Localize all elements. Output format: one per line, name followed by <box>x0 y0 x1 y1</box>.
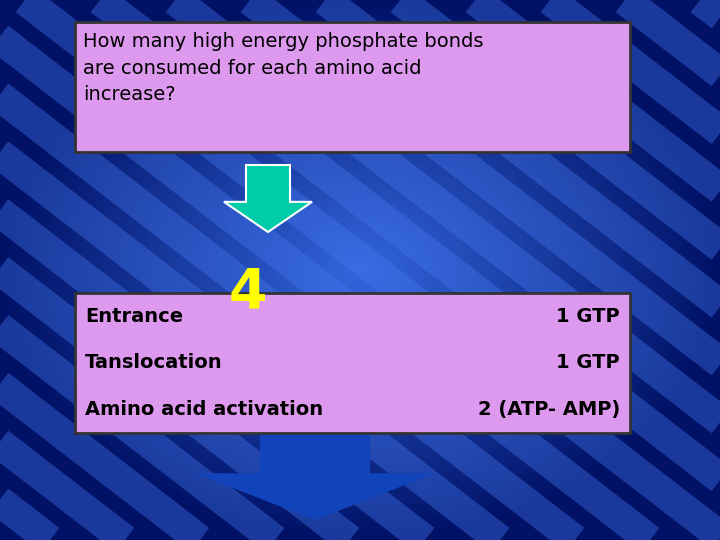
Polygon shape <box>195 435 435 520</box>
Bar <box>75 293 630 433</box>
Text: 2 (ATP- AMP): 2 (ATP- AMP) <box>478 400 620 419</box>
Polygon shape <box>224 165 312 232</box>
Text: How many high energy phosphate bonds
are consumed for each amino acid
increase?: How many high energy phosphate bonds are… <box>83 32 484 104</box>
Text: 4: 4 <box>229 265 267 319</box>
Text: Tanslocation: Tanslocation <box>85 354 222 373</box>
Text: 1 GTP: 1 GTP <box>557 354 620 373</box>
Bar <box>75 22 630 152</box>
Text: Entrance: Entrance <box>85 307 183 326</box>
Text: 1 GTP: 1 GTP <box>557 307 620 326</box>
Text: Amino acid activation: Amino acid activation <box>85 400 323 419</box>
